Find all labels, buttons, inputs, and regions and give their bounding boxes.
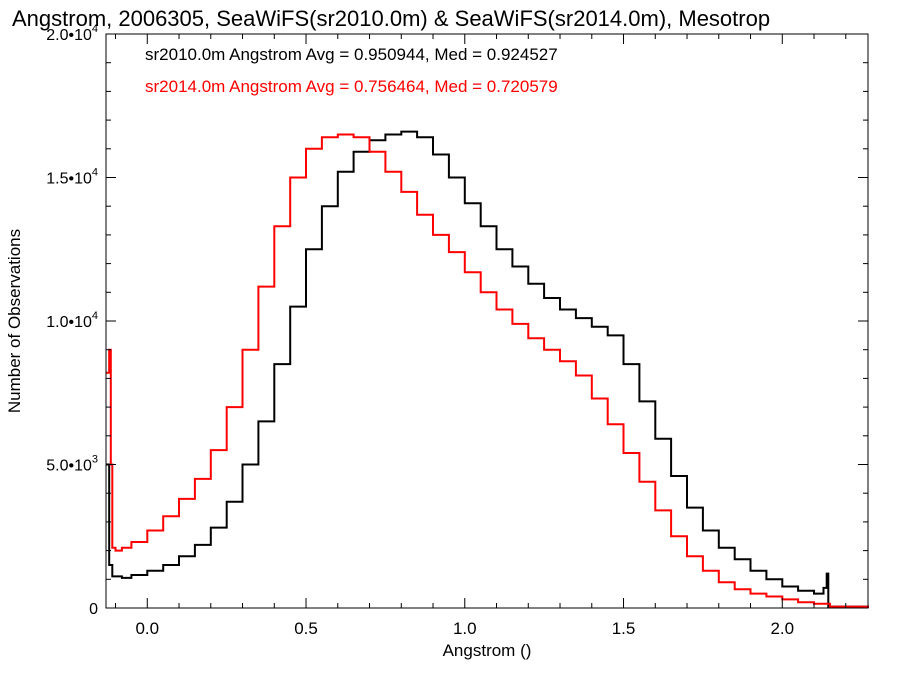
x-axis-label: Angstrom () (443, 641, 532, 660)
y-tick-label: 2.0•104 (46, 23, 98, 44)
plot-series (106, 130, 869, 608)
y-tick-label: 1.0•104 (46, 310, 98, 331)
y-axis: 0 5.0•103 1.0•104 1.5•104 2.0•104 (46, 23, 868, 618)
x-tick-label: 1.5 (612, 619, 636, 638)
x-tick-label: 0.5 (294, 619, 318, 638)
y-tick-label: 0 (89, 601, 98, 618)
series-annotation-2: sr2014.0m Angstrom Avg = 0.756464, Med =… (145, 77, 558, 96)
x-axis: 0.0 0.5 1.0 1.5 2.0 (115, 34, 847, 638)
series-line-1 (106, 130, 869, 608)
x-tick-label: 0.0 (135, 619, 159, 638)
y-axis-label: Number of Observations (5, 229, 24, 413)
y-tick-label: 5.0•103 (46, 454, 98, 475)
series-annotation-1: sr2010.0m Angstrom Avg = 0.950944, Med =… (145, 45, 558, 64)
series-line-2 (106, 133, 869, 608)
x-tick-label: 1.0 (453, 619, 477, 638)
y-tick-label: 1.5•104 (46, 167, 98, 188)
plot-frame (105, 33, 869, 609)
chart-title: Angstrom, 2006305, SeaWiFS(sr2010.0m) & … (12, 6, 770, 31)
x-tick-label: 2.0 (770, 619, 794, 638)
